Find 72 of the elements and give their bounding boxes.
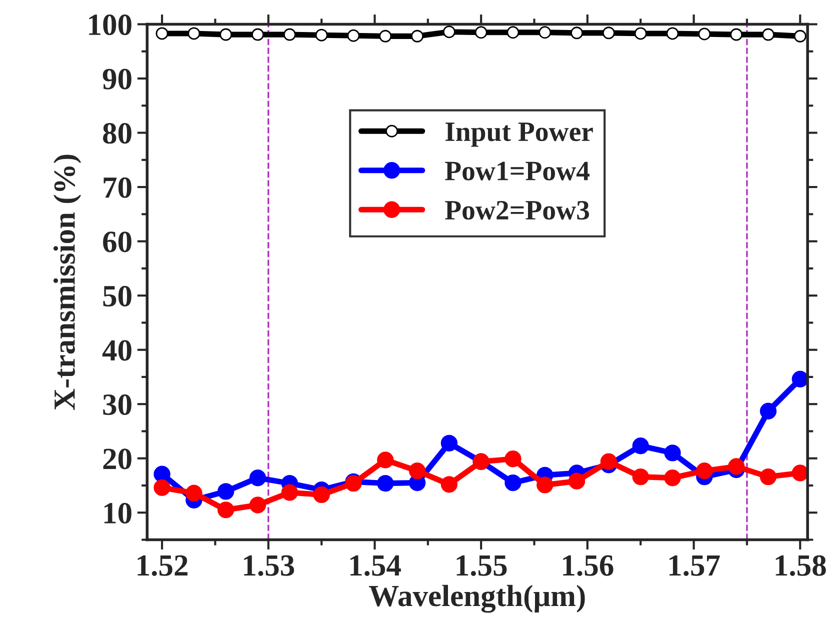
y-axis-title: X-transmission (%) bbox=[53, 154, 82, 410]
point bbox=[283, 28, 296, 41]
point bbox=[696, 462, 713, 480]
y-tick-label: 30 bbox=[103, 394, 132, 415]
y-tick-label: 50 bbox=[103, 286, 132, 306]
point bbox=[792, 464, 808, 482]
point bbox=[377, 452, 394, 468]
point bbox=[730, 28, 743, 41]
x-tick-label: 1.52 bbox=[138, 555, 188, 576]
y-tick-label: 90 bbox=[102, 68, 132, 90]
point bbox=[220, 28, 232, 41]
point bbox=[154, 479, 170, 496]
point bbox=[251, 28, 264, 41]
y-tick-label: 10 bbox=[104, 502, 132, 524]
point bbox=[762, 28, 774, 41]
point bbox=[281, 484, 298, 501]
point bbox=[536, 476, 554, 494]
point bbox=[442, 26, 456, 38]
point bbox=[568, 472, 586, 490]
point bbox=[379, 30, 392, 42]
x-axis-title: Wavelength(μm) bbox=[368, 584, 585, 613]
point bbox=[760, 468, 777, 486]
point bbox=[632, 438, 649, 454]
y-tick-label: 100 bbox=[89, 14, 132, 36]
point bbox=[218, 483, 234, 500]
point bbox=[156, 27, 168, 40]
point bbox=[602, 26, 615, 40]
point bbox=[760, 402, 777, 420]
point bbox=[411, 30, 424, 42]
point bbox=[347, 29, 360, 42]
legend-label: Pow1=Pow4 bbox=[445, 162, 590, 180]
y-tick-label: 80 bbox=[103, 123, 132, 144]
point bbox=[186, 484, 202, 502]
legend-label: Input Power bbox=[446, 122, 593, 147]
point bbox=[154, 466, 170, 482]
point bbox=[728, 458, 745, 475]
point bbox=[634, 27, 647, 40]
legend-label: Pow2=Pow3 bbox=[445, 200, 590, 220]
x-tick-label: 1.58 bbox=[776, 555, 826, 576]
y-tick-label: 20 bbox=[103, 448, 132, 470]
point bbox=[664, 444, 681, 462]
point bbox=[218, 502, 234, 518]
point bbox=[440, 434, 458, 452]
point bbox=[474, 26, 488, 39]
point bbox=[792, 370, 808, 388]
point bbox=[249, 470, 266, 486]
point bbox=[632, 468, 649, 486]
point bbox=[504, 450, 522, 468]
x-tick-label: 1.53 bbox=[244, 555, 294, 576]
point bbox=[570, 26, 584, 40]
point bbox=[538, 26, 552, 39]
y-tick-label: 70 bbox=[104, 177, 132, 198]
point bbox=[664, 470, 681, 486]
point bbox=[666, 27, 679, 40]
x-tick-label: 1.57 bbox=[669, 555, 720, 576]
point bbox=[506, 26, 520, 39]
point bbox=[504, 474, 522, 492]
point bbox=[794, 30, 806, 42]
point bbox=[313, 486, 330, 504]
point bbox=[377, 474, 394, 492]
point bbox=[249, 496, 266, 514]
point bbox=[315, 28, 328, 42]
y-tick-label: 40 bbox=[102, 340, 132, 361]
point bbox=[408, 462, 426, 480]
x-tick-label: 1.56 bbox=[563, 555, 614, 576]
point bbox=[600, 453, 618, 470]
point bbox=[698, 28, 711, 40]
x-tick-label: 1.54 bbox=[350, 555, 401, 576]
y-tick-label: 60 bbox=[103, 232, 132, 252]
point bbox=[440, 476, 458, 493]
x-tick-label: 1.55 bbox=[456, 555, 507, 576]
point bbox=[188, 27, 200, 40]
